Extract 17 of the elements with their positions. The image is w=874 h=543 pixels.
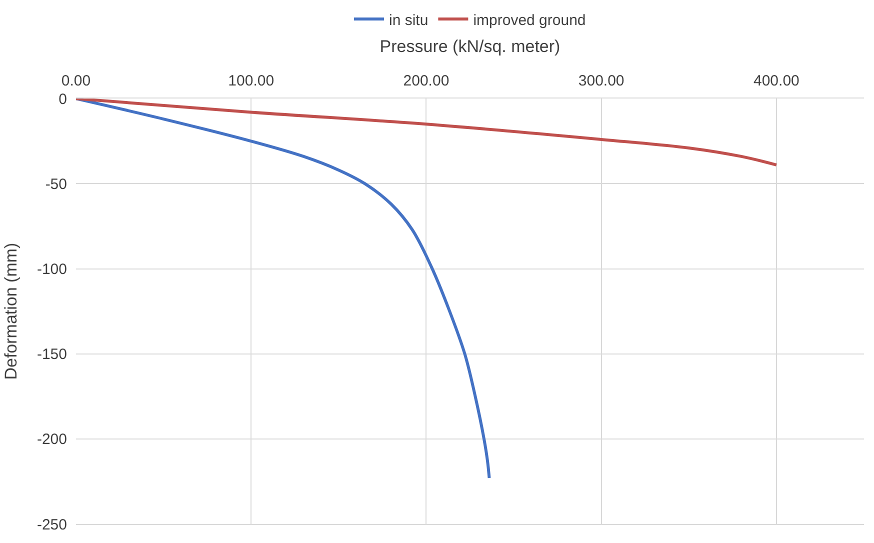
y-tick-label: 0 [58, 90, 67, 108]
y-tick-label: -150 [36, 346, 67, 364]
y-tick-label: -50 [45, 176, 67, 193]
x-axis-title: Pressure (kN/sq. meter) [380, 37, 560, 56]
y-axis-title: Deformation (mm) [2, 242, 21, 380]
legend-label: in situ [389, 12, 428, 29]
y-tick-label: -100 [36, 261, 67, 278]
line-series [76, 98, 778, 166]
y-tick-label: -200 [36, 431, 67, 448]
x-tick-label: 100.00 [228, 72, 274, 90]
x-tick-label: 0.00 [61, 72, 91, 90]
x-tick-label: 400.00 [753, 72, 800, 90]
line-series [76, 98, 491, 480]
legend-label: improved ground [473, 12, 586, 29]
y-tick-label: -250 [36, 516, 67, 534]
x-tick-label: 200.00 [403, 72, 450, 90]
x-tick-label: 300.00 [578, 72, 624, 90]
